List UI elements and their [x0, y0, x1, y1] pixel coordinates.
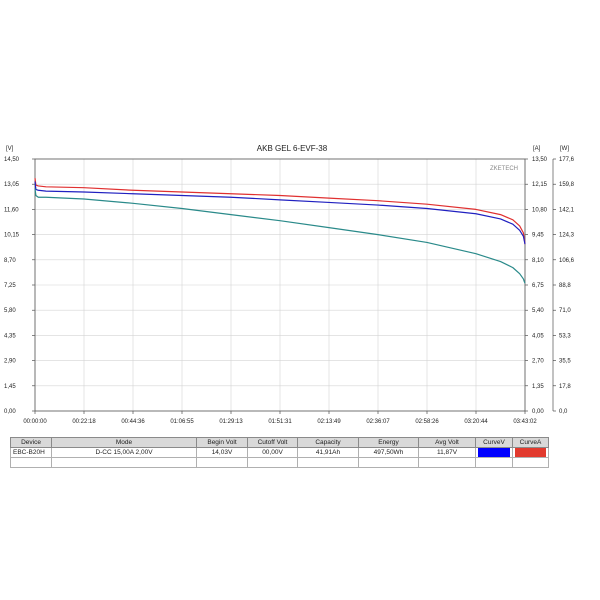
y-right-a-tick-label: 13,50 — [532, 157, 548, 163]
x-tick-label: 03:43:02 — [513, 419, 537, 425]
empty-cell — [418, 457, 476, 468]
x-tick-label: 02:36:07 — [366, 419, 390, 425]
y-right-w-tick-label: 53,3 — [559, 333, 571, 339]
curve-a-color-swatch[interactable] — [515, 448, 546, 457]
y-right-w-tick-label: 0,0 — [559, 409, 568, 415]
header-curve-v: CurveV — [475, 437, 513, 448]
y-left-tick-label: 0,00 — [4, 409, 16, 415]
x-tick-label: 00:00:00 — [23, 419, 47, 425]
y-right-a-tick-label: 8,10 — [532, 258, 544, 264]
y-left-tick-label: 11,60 — [4, 207, 19, 213]
empty-cell — [10, 457, 52, 468]
y-left-tick-label: 1,45 — [4, 384, 16, 390]
empty-cell — [247, 457, 298, 468]
y-right-w-tick-label: 88,8 — [559, 283, 571, 289]
right-axis-unit-w: [W] — [560, 146, 569, 152]
y-right-w-tick-label: 17,8 — [559, 384, 571, 390]
header-device: Device — [10, 437, 52, 448]
stats-data-row: EBC-B20H D-CC 15,00A 2,00V 14,03V 00,00V… — [10, 447, 549, 458]
y-right-a-tick-label: 6,75 — [532, 283, 544, 289]
y-right-a-tick-label: 0,00 — [532, 409, 544, 415]
tick-labels: 0,00 0,00 0,0 1,45 1,35 17,8 2,90 2,70 35,5 4,35 4… — [4, 157, 575, 425]
y-right-w-tick-label: 159,8 — [559, 182, 575, 188]
header-avg-volt: Avg Volt — [418, 437, 476, 448]
series-line-3 — [34, 188, 526, 284]
x-tick-label: 03:20:44 — [464, 419, 488, 425]
x-tick-label: 00:22:18 — [72, 419, 96, 425]
y-left-tick-label: 13,05 — [4, 182, 20, 188]
header-mode: Mode — [51, 437, 197, 448]
y-right-w-tick-label: 124,3 — [559, 233, 575, 239]
y-left-tick-label: 10,15 — [4, 233, 20, 239]
y-right-w-tick-label: 35,5 — [559, 359, 571, 365]
series-line-2 — [34, 181, 526, 245]
cell-mode: D-CC 15,00A 2,00V — [51, 447, 197, 458]
cell-avg-volt: 11,87V — [418, 447, 476, 458]
discharge-chart: 0,00 0,00 0,0 1,45 1,35 17,8 2,90 2,70 35,5 4,35 4… — [4, 144, 575, 425]
y-right-a-tick-label: 5,40 — [532, 308, 544, 314]
plot-frame — [34, 158, 526, 412]
header-energy: Energy — [358, 437, 419, 448]
y-right-w-tick-label: 142,1 — [559, 207, 575, 213]
cell-curve-v[interactable] — [475, 447, 513, 458]
y-left-tick-label: 7,25 — [4, 283, 16, 289]
x-tick-label: 02:13:49 — [317, 419, 341, 425]
y-left-tick-label: 8,70 — [4, 258, 16, 264]
y-right-a-tick-label: 1,35 — [532, 384, 544, 390]
watermark: ZKETECH — [490, 166, 518, 172]
cell-cutoff-volt: 00,00V — [247, 447, 298, 458]
empty-cell — [196, 457, 248, 468]
y-right-a-tick-label: 4,05 — [532, 333, 544, 339]
y-left-tick-label: 4,35 — [4, 333, 16, 339]
y-right-a-tick-label: 10,80 — [532, 207, 548, 213]
header-curve-a: CurveA — [512, 437, 549, 448]
y-right-w-tick-label: 71,0 — [559, 308, 571, 314]
x-tick-label: 01:29:13 — [219, 419, 243, 425]
cell-capacity: 41,91Ah — [297, 447, 359, 458]
right-axis-unit-a: [A] — [533, 146, 541, 152]
series-line-1 — [34, 178, 526, 245]
curve-v-color-swatch[interactable] — [478, 448, 510, 457]
header-capacity: Capacity — [297, 437, 359, 448]
y-left-tick-label: 14,50 — [4, 157, 20, 163]
header-begin-volt: Begin Volt — [196, 437, 248, 448]
empty-cell — [297, 457, 359, 468]
y-right-w-tick-label: 106,6 — [559, 258, 575, 264]
chart-title: AKB GEL 6-EVF-38 — [257, 144, 328, 153]
x-tick-label: 01:06:55 — [170, 419, 194, 425]
y-right-w-tick-label: 177,6 — [559, 157, 575, 163]
cell-curve-a[interactable] — [512, 447, 549, 458]
stats-table: Device Mode Begin Volt Cutoff Volt Capac… — [10, 437, 549, 468]
y-right-a-tick-label: 2,70 — [532, 359, 544, 365]
empty-cell — [475, 457, 513, 468]
y-right-a-tick-label: 12,15 — [532, 182, 548, 188]
left-axis-unit: [V] — [6, 146, 14, 152]
y-left-tick-label: 5,80 — [4, 308, 16, 314]
y-right-a-tick-label: 9,45 — [532, 233, 544, 239]
cell-device: EBC-B20H — [10, 447, 52, 458]
cell-energy: 497,50Wh — [358, 447, 419, 458]
x-tick-label: 01:51:31 — [268, 419, 292, 425]
stats-header-row: Device Mode Begin Volt Cutoff Volt Capac… — [10, 437, 549, 448]
empty-cell — [51, 457, 197, 468]
header-cutoff-volt: Cutoff Volt — [247, 437, 298, 448]
empty-cell — [358, 457, 419, 468]
empty-cell — [512, 457, 549, 468]
x-tick-label: 02:58:26 — [415, 419, 439, 425]
x-tick-label: 00:44:36 — [121, 419, 145, 425]
y-left-tick-label: 2,90 — [4, 359, 16, 365]
stats-empty-row — [10, 457, 549, 468]
series-group — [34, 178, 526, 284]
cell-begin-volt: 14,03V — [196, 447, 248, 458]
